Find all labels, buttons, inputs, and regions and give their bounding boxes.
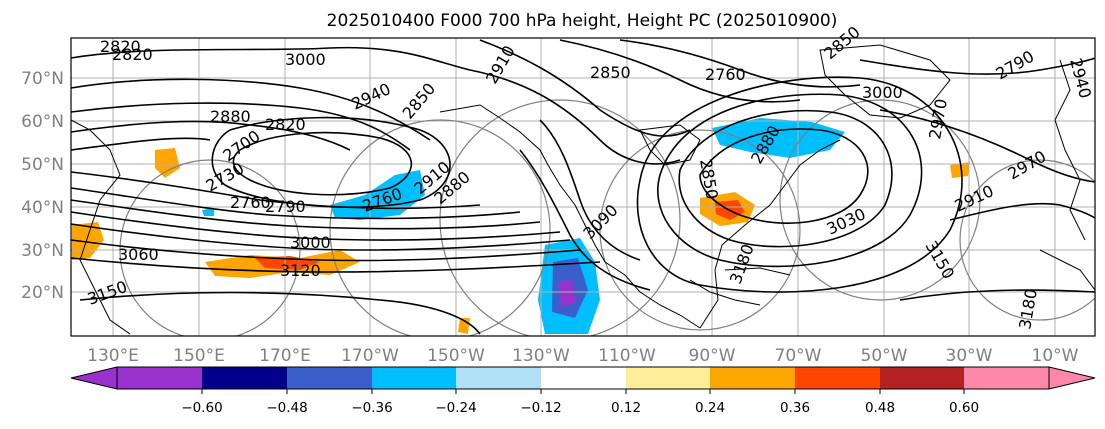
lat-tick-label: 70°N — [21, 69, 64, 89]
colorbar-segment — [117, 367, 202, 389]
colorbar-tick-label: 0.36 — [780, 400, 810, 416]
colorbar-segment — [372, 367, 456, 389]
colorbar-segment — [456, 367, 541, 389]
colorbar-segment — [795, 367, 880, 389]
colorbar: −0.60 −0.48 −0.36 −0.24 −0.12 0.12 0.24 … — [70, 366, 1096, 416]
coast-alaska — [439, 104, 576, 206]
coast-north-america-east — [699, 139, 841, 329]
contour-label: 3120 — [280, 261, 321, 280]
shading-blue-small-1 — [202, 208, 214, 216]
contour-label: 2850 — [590, 63, 631, 82]
colorbar-tick-label: −0.36 — [351, 400, 392, 416]
map-title: 2025010400 F000 700 hPa height, Height P… — [327, 11, 838, 31]
coast-greenland — [819, 44, 951, 119]
colorbar-frame-overlay — [116, 366, 1050, 390]
colorbar-tick-label: 0.24 — [695, 400, 725, 416]
colorbar-tick-labels: −0.60 −0.48 −0.36 −0.24 −0.12 0.12 0.24 … — [181, 400, 979, 416]
coast-central-america — [689, 279, 761, 306]
lon-tick-label: 150°W — [427, 346, 485, 366]
lat-tick-label: 60°N — [21, 112, 64, 132]
lat-tick-label: 40°N — [21, 198, 64, 218]
colorbar-tick-label: −0.60 — [181, 400, 222, 416]
latitude-labels: 70°N 60°N 50°N 40°N 30°N 20°N — [21, 69, 64, 303]
lon-tick-label: 150°E — [173, 346, 225, 366]
colorbar-segment — [964, 367, 1049, 389]
colorbar-tick-label: 0.60 — [949, 400, 979, 416]
lon-tick-label: 30°W — [946, 346, 993, 366]
contour-label: 2760 — [230, 193, 271, 212]
contour-label: 2820 — [100, 37, 141, 56]
lat-tick-label: 50°N — [21, 155, 64, 175]
contour-label: 2760 — [705, 65, 746, 84]
lon-tick-label: 130°E — [87, 346, 139, 366]
coastlines — [71, 44, 1095, 335]
coast-north-america-west — [574, 204, 701, 329]
coast-hudson — [639, 124, 701, 166]
lon-tick-label: 10°W — [1032, 346, 1079, 366]
lat-tick-label: 30°N — [21, 241, 64, 261]
contour-label: 3060 — [118, 245, 159, 264]
colorbar-tick-label: −0.12 — [520, 400, 561, 416]
colorbar-tick-label: −0.24 — [435, 400, 476, 416]
map-panel — [71, 38, 1095, 336]
colorbar-extend-left — [70, 366, 118, 390]
lon-tick-label: 50°W — [861, 346, 908, 366]
coast-europe — [1054, 59, 1086, 241]
map-frame — [70, 37, 1096, 337]
contour-label: 3000 — [290, 233, 331, 252]
colorbar-segment — [541, 367, 626, 389]
colorbar-tick-label: 0.12 — [611, 400, 641, 416]
contour-label: 2820 — [265, 115, 306, 134]
contour-label: 3000 — [862, 83, 903, 102]
colorbar-ticks — [201, 389, 965, 394]
colorbar-tick-label: −0.48 — [266, 400, 307, 416]
lon-tick-label: 70°W — [775, 346, 822, 366]
contour-label: 3000 — [285, 50, 326, 69]
lon-tick-label: 130°W — [512, 346, 570, 366]
shading-purple-mexico — [558, 280, 576, 308]
coast-africa — [1039, 249, 1095, 291]
lon-tick-label: 110°W — [598, 346, 656, 366]
coast-caribbean — [724, 267, 791, 276]
height-contours — [71, 39, 1095, 335]
colorbar-segment — [710, 367, 795, 389]
colorbar-segment — [880, 367, 964, 389]
contour-label: 2790 — [265, 197, 306, 216]
shading-blue-labrador — [712, 118, 845, 158]
lat-tick-label: 20°N — [21, 283, 64, 303]
graticule — [71, 38, 1095, 336]
shading-orange-east-atlantic — [950, 162, 970, 178]
contour-label: 2820 — [112, 45, 153, 64]
colorbar-tick-label: 0.48 — [865, 400, 895, 416]
colorbar-segment — [626, 367, 710, 389]
lon-tick-label: 170°E — [259, 346, 311, 366]
shading-orange-kamchatka — [155, 148, 180, 178]
contour-label: 2880 — [210, 107, 251, 126]
lon-tick-label: 170°W — [341, 346, 399, 366]
reference-circles — [119, 99, 1095, 336]
longitude-labels: 130°E 150°E 170°E 170°W 150°W 130°W 110°… — [87, 346, 1079, 366]
colorbar-segment — [202, 367, 287, 389]
colorbar-segment — [287, 367, 372, 389]
lon-tick-label: 90°W — [689, 346, 736, 366]
colorbar-extend-right — [1048, 366, 1096, 390]
